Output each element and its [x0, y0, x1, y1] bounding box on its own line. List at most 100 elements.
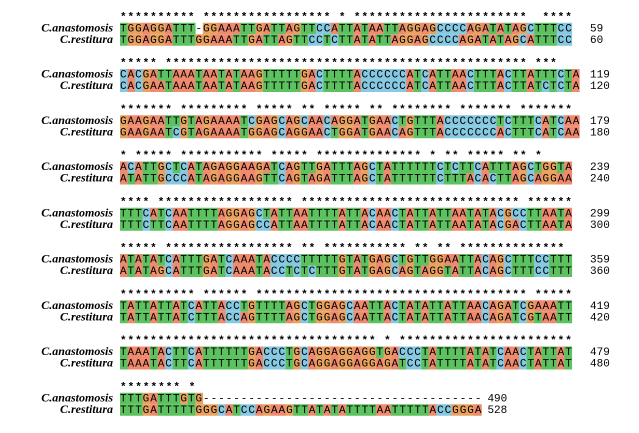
base-cell: [443, 346, 452, 358]
position-number: 179: [590, 116, 610, 128]
base-cell: [338, 115, 347, 127]
base-cell: [383, 265, 392, 277]
base-cell: [511, 126, 520, 139]
base-cell: [383, 22, 392, 35]
base-cell: [488, 115, 497, 127]
sequence: TTTGATTTTTGGGCATCCAGAAGTTATATATTTTAATTTT…: [120, 405, 482, 417]
base-cell: [270, 126, 279, 139]
base-cell: [157, 161, 166, 173]
base-cell: [488, 311, 497, 324]
base-cell: [534, 219, 542, 231]
base-cell: [195, 69, 204, 81]
base-cell: [157, 115, 166, 127]
base-cell: [150, 115, 158, 127]
base-cell: [368, 300, 377, 312]
base-cell: [443, 404, 452, 416]
conservation-stars: ***** ***************** ** *********** *…: [120, 243, 564, 255]
base-cell: [293, 115, 302, 127]
base-cell: [180, 207, 189, 220]
conservation-stars: ********************************** * ***…: [120, 336, 572, 348]
base-cell: [210, 346, 219, 358]
base-cell: [300, 219, 309, 231]
base-cell: [496, 161, 505, 173]
base-cell: [338, 34, 347, 46]
base-cell: [488, 346, 497, 358]
base-cell: [376, 34, 384, 46]
base-cell: [135, 265, 143, 277]
base-cell: [534, 115, 542, 127]
base-cell: [428, 207, 437, 220]
base-cell: [293, 311, 302, 324]
base-cell: [120, 69, 128, 81]
base-cell: [534, 80, 542, 92]
base-cell: [195, 254, 204, 266]
base-cell: [315, 404, 324, 416]
base-cell: [466, 173, 475, 185]
base-cell: [217, 22, 226, 35]
base-cell: [534, 34, 542, 46]
base-cell: [376, 207, 384, 220]
base-cell: [458, 207, 467, 220]
species-name: C.restitura: [60, 32, 113, 46]
base-cell: [526, 22, 535, 35]
base-cell: [391, 358, 399, 370]
base-cell: [187, 80, 196, 92]
base-cell: [436, 69, 445, 81]
base-cell: [195, 311, 204, 324]
base-cell: [210, 69, 219, 81]
base-cell: [142, 254, 151, 266]
base-cell: [285, 311, 294, 324]
base-cell: [240, 358, 249, 370]
base-cell: [541, 115, 550, 127]
base-cell: [541, 22, 550, 35]
base-cell: [541, 161, 550, 173]
base-cell: [187, 300, 196, 312]
base-cell: [263, 69, 271, 81]
base-cell: [451, 161, 460, 173]
base-cell: [270, 69, 279, 81]
species-name: C.restitura: [60, 171, 113, 185]
base-cell: [323, 161, 332, 173]
species-name: C.anastomosis: [41, 67, 113, 81]
base-cell: [360, 311, 369, 324]
base-cell: [232, 265, 241, 277]
base-cell: [398, 173, 407, 185]
base-cell: [172, 219, 181, 231]
base-cell: [376, 173, 384, 185]
base-cell: [451, 404, 460, 416]
base-cell: [413, 80, 422, 92]
base-cell: [345, 126, 354, 139]
base-cell: [391, 311, 399, 324]
base-cell: [300, 173, 309, 185]
base-cell: [127, 115, 136, 127]
base-cell: [187, 126, 196, 139]
base-cell: [180, 300, 189, 312]
base-cell: [391, 207, 399, 220]
base-cell: [157, 300, 166, 312]
base-cell: [232, 69, 241, 81]
base-cell: [278, 404, 286, 416]
base-cell: [135, 207, 143, 220]
base-cell: [496, 265, 505, 277]
base-cell: [127, 80, 136, 92]
base-cell: [451, 115, 460, 127]
base-cell: [338, 358, 347, 370]
position-number: 119: [590, 70, 610, 82]
base-cell: [127, 254, 136, 266]
base-cell: [541, 265, 550, 277]
base-cell: [413, 173, 422, 185]
base-cell: [556, 254, 565, 266]
base-cell: [157, 173, 166, 185]
base-cell: [496, 207, 505, 220]
base-cell: [360, 254, 369, 266]
base-cell: [120, 219, 128, 231]
base-cell: [413, 22, 422, 35]
position-number: 480: [590, 359, 610, 371]
base-cell: [217, 346, 226, 358]
base-cell: [248, 161, 256, 173]
base-cell: [217, 207, 226, 220]
base-cell: [308, 311, 317, 324]
base-cell: [353, 300, 362, 312]
base-cell: [526, 311, 535, 324]
